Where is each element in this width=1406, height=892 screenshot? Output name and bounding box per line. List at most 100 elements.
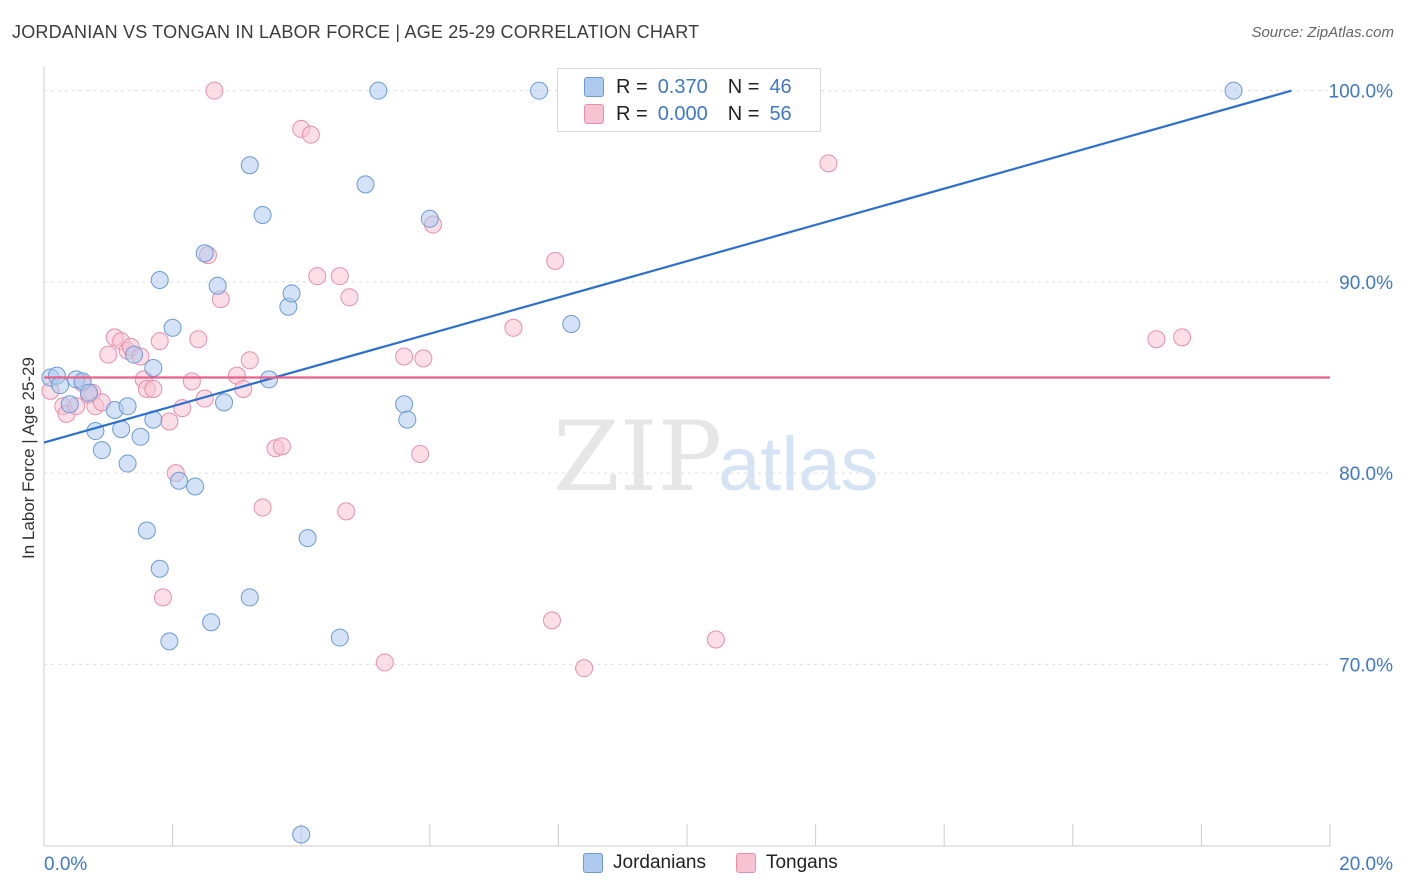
- point-tongan: [153, 588, 172, 607]
- point-jordanian: [369, 81, 388, 100]
- point-jordanian: [240, 588, 259, 607]
- watermark-zip: ZIP: [553, 401, 722, 513]
- point-jordanian: [118, 397, 137, 416]
- point-jordanian: [395, 395, 414, 414]
- point-jordanian: [1224, 81, 1243, 100]
- point-jordanian: [562, 314, 581, 333]
- bottom-legend-tongans: Tongans: [735, 852, 838, 874]
- point-tongan: [375, 653, 394, 672]
- point-jordanian: [144, 358, 163, 377]
- point-jordanian: [125, 345, 144, 364]
- point-jordanian: [253, 205, 272, 224]
- legend-r-label: R =: [616, 102, 648, 125]
- y-tick-label: 100.0%: [1329, 82, 1394, 103]
- legend-n-value-tongans: 56: [769, 102, 792, 125]
- point-tongan: [546, 251, 565, 270]
- legend: R = 0.370 N = 46 R = 0.000 N = 56: [557, 68, 821, 132]
- legend-swatch-tongans: [584, 104, 604, 124]
- x-tick-label: 20.0%: [1339, 854, 1393, 875]
- point-tongan: [414, 349, 433, 368]
- point-jordanian: [356, 175, 375, 194]
- point-tongan: [330, 267, 349, 286]
- tick-labels: 70.0% 80.0% 90.0% 100.0% 0.0% 20.0%: [44, 82, 1393, 875]
- point-jordanian: [282, 284, 301, 303]
- axes: [43, 66, 1331, 847]
- y-axis-label: In Labor Force | Age 25-29: [19, 357, 38, 559]
- point-jordanian: [420, 209, 439, 228]
- point-tongan: [160, 412, 179, 431]
- point-tongan: [240, 351, 259, 370]
- legend-r-label: R =: [616, 75, 648, 98]
- point-jordanian: [51, 376, 70, 395]
- point-jordanian: [330, 628, 349, 647]
- point-tongan: [819, 154, 838, 173]
- point-jordanian: [195, 244, 214, 263]
- point-tongan: [308, 267, 327, 286]
- point-jordanian: [202, 613, 221, 632]
- trend-lines: [43, 89, 1330, 444]
- series-jordanians: [41, 81, 1243, 844]
- point-jordanian: [398, 410, 417, 429]
- point-tongan: [150, 332, 169, 351]
- watermark-atlas: atlas: [718, 422, 879, 507]
- legend-swatch-jordanians: [584, 77, 604, 97]
- point-jordanian: [208, 276, 227, 295]
- point-jordanian: [530, 81, 549, 100]
- legend-n-value-jordanians: 46: [769, 75, 792, 98]
- point-tongan: [272, 437, 291, 456]
- legend-row-tongans: R = 0.000 N = 56: [584, 101, 792, 127]
- legend-n-label: N =: [727, 75, 760, 98]
- point-tongan: [205, 81, 224, 100]
- y-tick-label: 70.0%: [1339, 655, 1393, 676]
- point-tongan: [182, 372, 201, 391]
- point-jordanian: [298, 529, 317, 548]
- point-jordanian: [160, 632, 179, 651]
- bottom-legend-swatch-jordanians: [583, 853, 603, 873]
- point-jordanian: [131, 427, 150, 446]
- point-jordanian: [86, 422, 105, 441]
- point-tongan: [542, 611, 561, 630]
- point-jordanian: [292, 825, 311, 844]
- bottom-legend-swatch-tongans: [735, 853, 756, 873]
- grid-lines: [44, 90, 1330, 665]
- point-tongan: [340, 288, 359, 307]
- legend-n-label: N =: [727, 102, 760, 125]
- point-jordanian: [163, 318, 182, 337]
- point-jordanian: [80, 383, 99, 402]
- point-jordanian: [170, 471, 189, 490]
- point-tongan: [1173, 328, 1192, 347]
- bottom-legend-label-tongans: Tongans: [765, 852, 838, 873]
- point-tongan: [575, 659, 594, 678]
- point-jordanian: [118, 454, 137, 473]
- bottom-legend-label-jordanians: Jordanians: [613, 852, 706, 873]
- y-tick-label: 90.0%: [1339, 273, 1393, 294]
- point-tongan: [706, 630, 725, 649]
- point-tongan: [253, 498, 272, 517]
- point-tongan: [395, 347, 414, 366]
- series-tongans: [41, 81, 1192, 678]
- watermark: ZIP atlas: [553, 401, 879, 513]
- legend-row-jordanians: R = 0.370 N = 46: [584, 74, 792, 100]
- point-tongan: [301, 125, 320, 144]
- y-tick-label: 80.0%: [1339, 464, 1393, 485]
- point-tongan: [504, 318, 523, 337]
- chart-title: JORDANIAN VS TONGAN IN LABOR FORCE | AGE…: [12, 22, 700, 42]
- x-tick-label: 0.0%: [44, 854, 87, 875]
- trendline-jordanians: [43, 89, 1292, 444]
- point-jordanian: [60, 395, 79, 414]
- point-jordanian: [186, 477, 205, 496]
- point-jordanian: [137, 521, 156, 540]
- point-tongan: [1147, 330, 1166, 349]
- point-tongan: [337, 502, 356, 521]
- chart-source: Source: ZipAtlas.com: [1251, 24, 1394, 41]
- point-tongan: [144, 379, 163, 398]
- legend-r-value-jordanians: 0.370: [657, 75, 708, 98]
- point-jordanian: [215, 393, 234, 412]
- bottom-legend-jordanians: Jordanians: [583, 852, 706, 874]
- point-tongan: [411, 445, 430, 463]
- point-jordanian: [92, 441, 111, 460]
- legend-r-value-tongans: 0.000: [657, 102, 708, 125]
- point-jordanian: [150, 559, 169, 578]
- point-tongan: [99, 345, 118, 364]
